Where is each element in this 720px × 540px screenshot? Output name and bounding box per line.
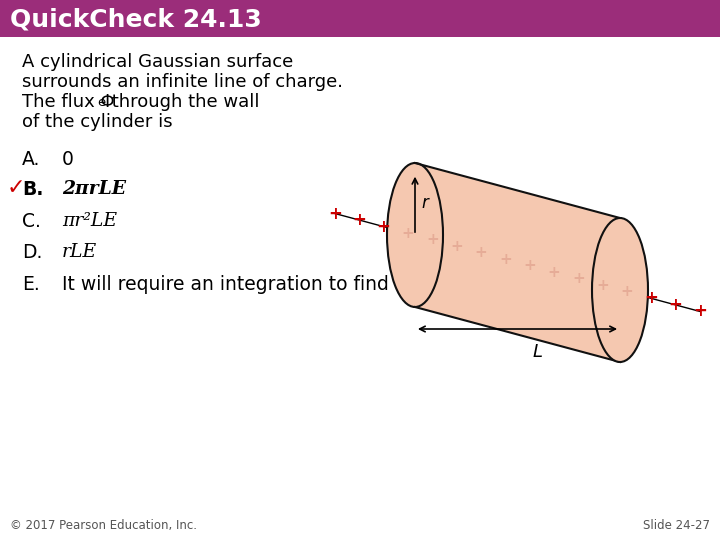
Text: A cylindrical Gaussian surface: A cylindrical Gaussian surface [22,53,293,71]
Bar [0,0,720,37]
Text: +: + [426,232,438,247]
Text: 2πrLE: 2πrLE [62,180,126,198]
Text: r: r [421,194,428,212]
Text: The flux Φ: The flux Φ [22,93,114,111]
Text: © 2017 Pearson Education, Inc.: © 2017 Pearson Education, Inc. [10,519,197,532]
Text: ✓: ✓ [7,178,26,198]
Text: B.: B. [22,180,43,199]
Text: rLE: rLE [62,243,97,261]
Text: +: + [402,226,415,241]
Ellipse shape [387,163,443,307]
Text: +: + [450,239,463,254]
Text: +: + [596,278,609,293]
Text: +: + [669,296,683,314]
Text: C.: C. [22,212,41,231]
Text: +: + [523,258,536,273]
Text: through the wall: through the wall [106,93,259,111]
Text: of the cylinder is: of the cylinder is [22,113,173,131]
Text: E.: E. [22,275,40,294]
Text: 0: 0 [62,150,74,169]
Text: A.: A. [22,150,40,169]
Text: +: + [572,271,585,286]
Text: It will require an integration to find out.: It will require an integration to find o… [62,275,431,294]
Text: L: L [533,343,542,361]
Ellipse shape [592,218,648,362]
Text: +: + [621,285,634,299]
Text: πr²LE: πr²LE [62,212,117,230]
Text: +: + [499,252,512,267]
Text: surrounds an infinite line of charge.: surrounds an infinite line of charge. [22,73,343,91]
Text: D.: D. [22,243,42,262]
Text: Slide 24-27: Slide 24-27 [643,519,710,532]
Text: +: + [474,245,487,260]
Text: +: + [328,205,342,222]
Text: +: + [548,265,560,280]
Polygon shape [415,163,620,362]
Text: QuickCheck 24.13: QuickCheck 24.13 [10,7,262,31]
Text: e: e [97,96,105,109]
Text: +: + [377,218,391,235]
Text: +: + [352,211,366,229]
Text: +: + [693,302,707,320]
Text: +: + [644,289,658,307]
